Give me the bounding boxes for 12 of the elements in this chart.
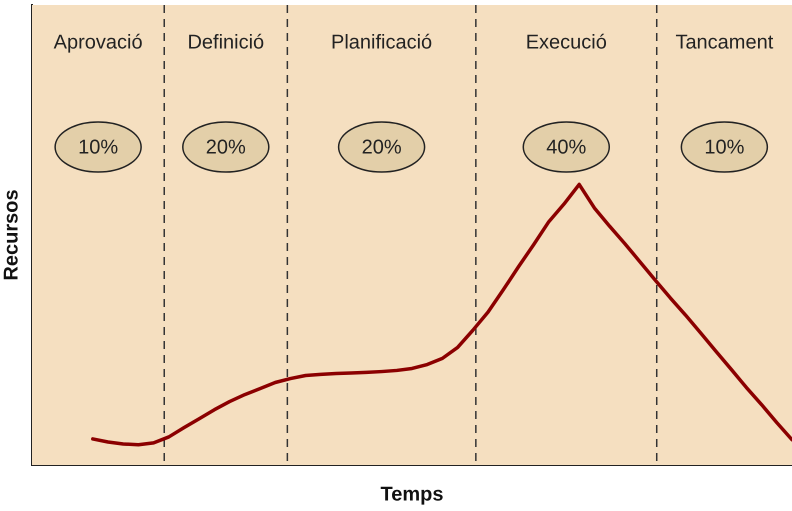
- text: 20%: [206, 136, 246, 159]
- text: Tancament: [675, 32, 774, 54]
- text: 10%: [704, 136, 745, 159]
- text: Planificació: [331, 32, 432, 54]
- text: Execució: [526, 32, 607, 54]
- text: Aprovació: [54, 32, 143, 54]
- text: Definició: [187, 32, 264, 54]
- text: 40%: [546, 136, 587, 159]
- text: 10%: [78, 136, 118, 159]
- text: 20%: [362, 136, 402, 159]
- x-axis-title: Temps: [380, 484, 444, 506]
- y-axis-title: Recursos: [0, 189, 23, 281]
